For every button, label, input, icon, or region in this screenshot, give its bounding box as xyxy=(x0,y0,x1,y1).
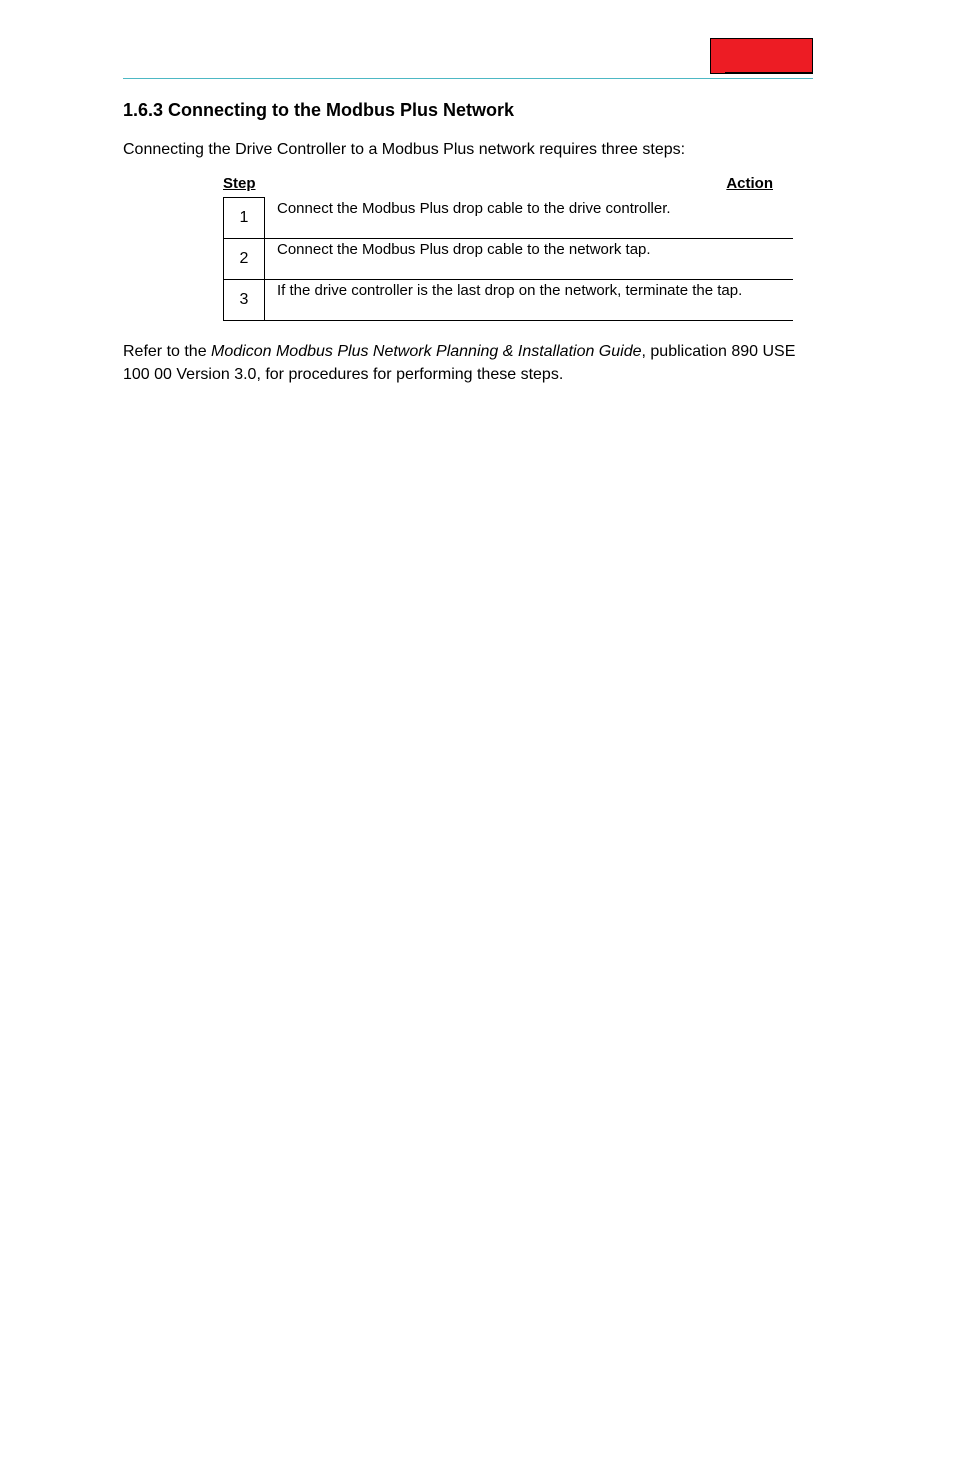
header-accent-underline xyxy=(725,72,813,74)
table-row: 2 Connect the Modbus Plus drop cable to … xyxy=(223,239,813,280)
page-content: 1.6.3 Connecting to the Modbus Plus Netw… xyxy=(123,100,813,400)
footer-text: Refer to the Modicon Modbus Plus Network… xyxy=(123,341,813,386)
step-number: 1 xyxy=(223,197,265,239)
table-row: 3 If the drive controller is the last dr… xyxy=(223,280,813,321)
table-header: Step Action xyxy=(223,175,813,192)
step-action: Connect the Modbus Plus drop cable to th… xyxy=(265,239,793,280)
table-header-step: Step xyxy=(223,175,283,192)
step-number: 3 xyxy=(223,279,265,321)
step-number: 2 xyxy=(223,238,265,280)
section-heading: 1.6.3 Connecting to the Modbus Plus Netw… xyxy=(123,100,813,121)
header-accent-box xyxy=(710,38,813,74)
step-action: If the drive controller is the last drop… xyxy=(265,280,793,321)
table-row: 1 Connect the Modbus Plus drop cable to … xyxy=(223,198,813,239)
steps-table: Step Action 1 Connect the Modbus Plus dr… xyxy=(223,175,813,321)
footer-italic: Modicon Modbus Plus Network Planning & I… xyxy=(211,343,641,360)
intro-text: Connecting the Drive Controller to a Mod… xyxy=(123,139,813,161)
header-rule xyxy=(123,78,813,79)
footer-prefix: Refer to the xyxy=(123,343,211,360)
step-action: Connect the Modbus Plus drop cable to th… xyxy=(265,198,793,239)
table-header-action: Action xyxy=(283,175,813,192)
footer-suffix2: procedures for performing these steps. xyxy=(288,366,563,383)
